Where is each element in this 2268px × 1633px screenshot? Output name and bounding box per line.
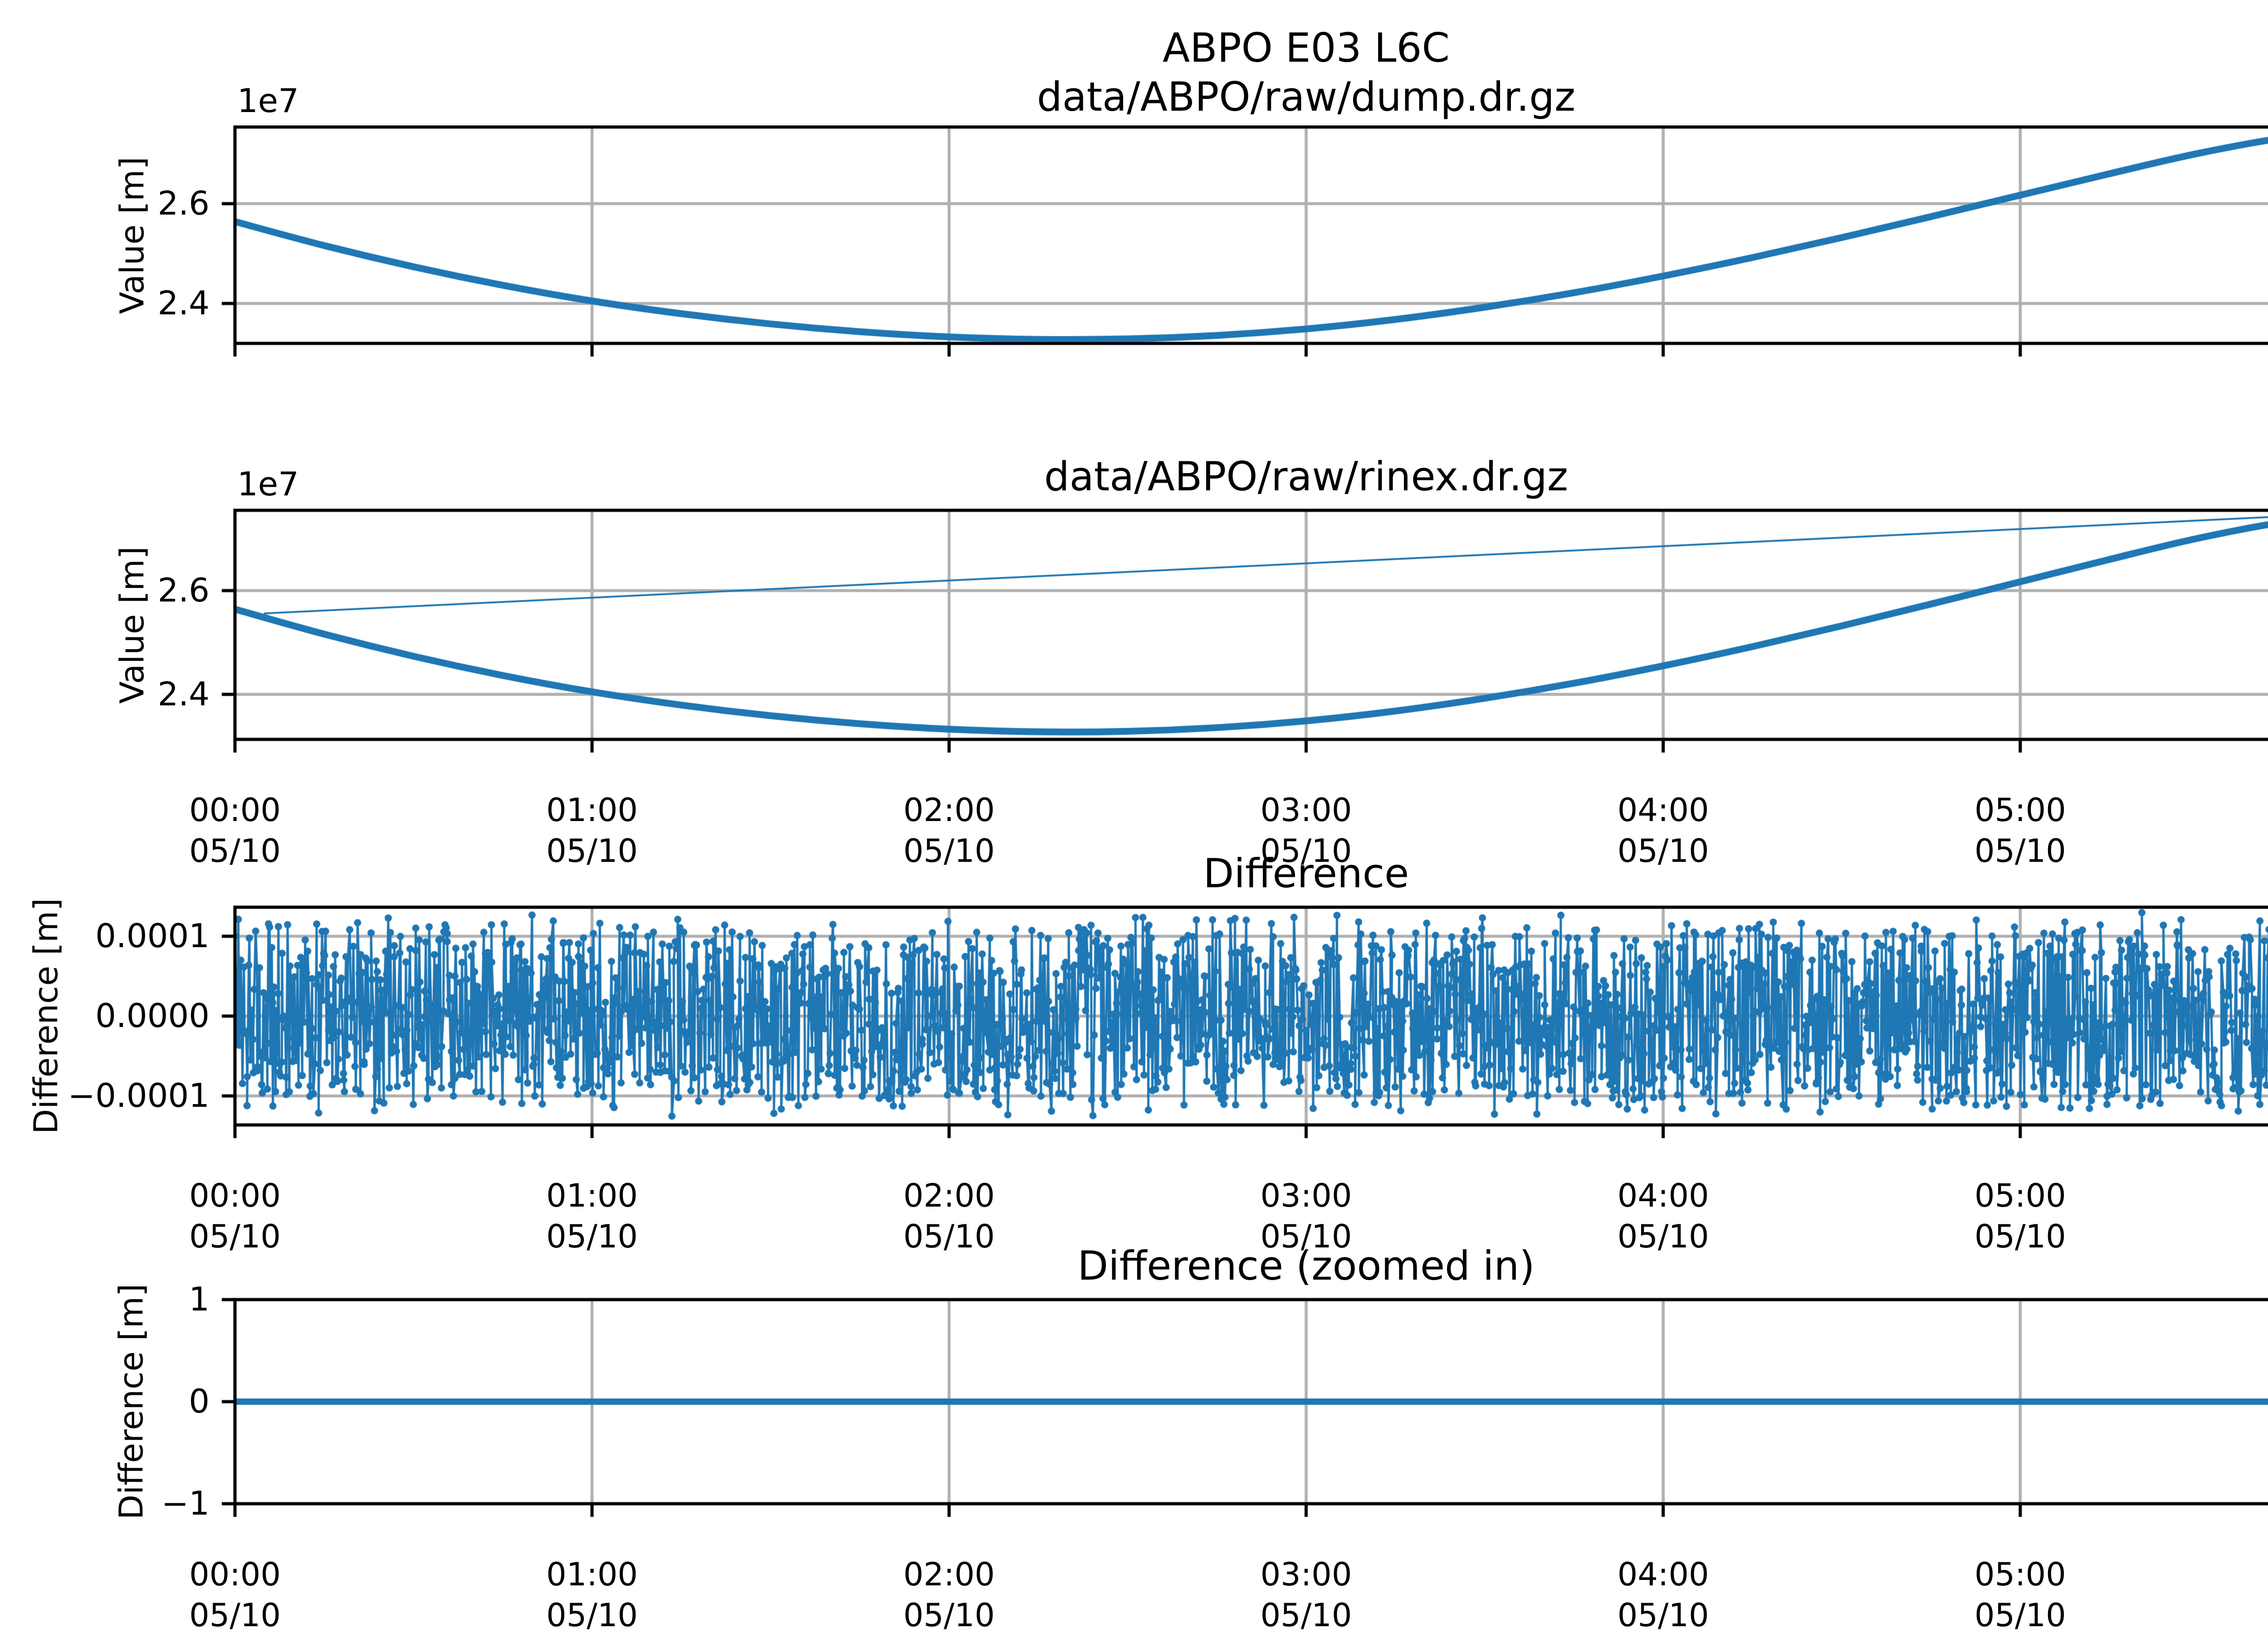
x-tick-date-label: 05/10: [903, 1597, 995, 1633]
x-tick-time-label: 02:00: [903, 792, 995, 829]
y-tick-label: −0.0001: [68, 1076, 210, 1115]
x-tick-time-label: 04:00: [1617, 1556, 1709, 1593]
y-tick-label: 2.6: [157, 571, 210, 610]
plot1-suptitle: ABPO E03 L6C: [1163, 24, 1450, 71]
x-tick-time-label: 03:00: [1260, 792, 1352, 829]
x-tick-time-label: 01:00: [546, 1556, 638, 1593]
y-tick-label: 2.6: [157, 184, 210, 223]
x-tick-date-label: 05/10: [1974, 1597, 2066, 1633]
x-tick-date-label: 05/10: [1260, 1597, 1352, 1633]
x-tick-time-label: 04:00: [1617, 792, 1709, 829]
x-tick-date-label: 05/10: [189, 1597, 281, 1633]
x-tick-date-label: 05/10: [189, 832, 281, 870]
plot2-title: data/ABPO/raw/rinex.dr.gz: [1044, 453, 1569, 500]
x-tick-time-label: 01:00: [546, 792, 638, 829]
x-tick-time-label: 01:00: [546, 1177, 638, 1214]
y-tick-label: 1: [189, 1280, 210, 1319]
x-tick-date-label: 05/10: [1617, 1597, 1709, 1633]
x-tick-time-label: 04:00: [1617, 1177, 1709, 1214]
x-tick-time-label: 00:00: [189, 1556, 281, 1593]
x-tick-time-label: 02:00: [903, 1556, 995, 1593]
plot3-title: Difference: [1203, 850, 1409, 897]
x-tick-date-label: 05/10: [1617, 832, 1709, 870]
x-tick-date-label: 05/10: [546, 1597, 638, 1633]
y-tick-label: −1: [161, 1484, 210, 1523]
y-tick-label: 2.4: [157, 675, 210, 714]
x-tick-date-label: 05/10: [1974, 1218, 2066, 1255]
x-tick-date-label: 05/10: [1974, 832, 2066, 870]
x-tick-time-label: 03:00: [1260, 1556, 1352, 1593]
x-tick-time-label: 05:00: [1974, 792, 2066, 829]
plot1-title: data/ABPO/raw/dump.dr.gz: [1036, 73, 1576, 120]
x-tick-date-label: 05/10: [1617, 1218, 1709, 1255]
y-tick-label: 0: [189, 1382, 210, 1421]
x-tick-date-label: 05/10: [546, 1218, 638, 1255]
x-tick-date-label: 05/10: [1260, 1218, 1352, 1255]
x-tick-time-label: 05:00: [1974, 1177, 2066, 1214]
plot4-title: Difference (zoomed in): [1077, 1242, 1535, 1289]
x-tick-time-label: 02:00: [903, 1177, 995, 1214]
plot2-offset-text: 1e7: [237, 465, 299, 503]
y-tick-label: 0.0000: [95, 997, 210, 1035]
x-tick-time-label: 05:00: [1974, 1556, 2066, 1593]
y-tick-label: 2.4: [157, 284, 210, 323]
x-tick-date-label: 05/10: [903, 832, 995, 870]
x-tick-time-label: 00:00: [189, 1177, 281, 1214]
x-tick-date-label: 05/10: [1260, 832, 1352, 870]
y-tick-label: 0.0001: [95, 917, 210, 955]
x-tick-date-label: 05/10: [189, 1218, 281, 1255]
x-tick-date-label: 05/10: [546, 832, 638, 870]
plot1-offset-text: 1e7: [237, 82, 299, 120]
x-tick-date-label: 05/10: [903, 1218, 995, 1255]
x-tick-time-label: 00:00: [189, 792, 281, 829]
x-tick-time-label: 03:00: [1260, 1177, 1352, 1214]
